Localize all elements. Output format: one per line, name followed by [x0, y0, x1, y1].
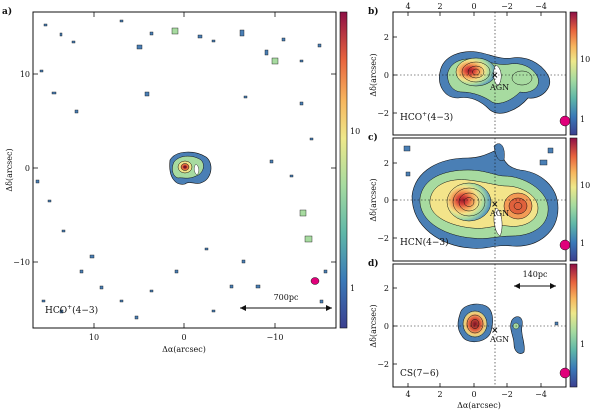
panel-d-colorbar — [569, 263, 578, 388]
panel-d-scalebar: 140pc — [514, 270, 556, 289]
panel-a-ytick: 10 — [20, 70, 30, 79]
panel-d-xtick: −2 — [501, 390, 513, 399]
panel-b-ytick: −2 — [377, 109, 389, 118]
panel-d-ytick: 2 — [384, 284, 389, 293]
panel-d-emission — [457, 303, 559, 354]
panel-c-agn-label: AGN — [489, 209, 509, 218]
panel-a-xtick: −10 — [267, 333, 284, 342]
panel-d-molecule-label: CS(7−6) — [400, 368, 439, 379]
panel-b-ylabel: Δδ(arcsec) — [369, 53, 378, 96]
panel-c-cbar-tick: 1 — [580, 239, 585, 248]
panel-b-top-tick: −4 — [535, 2, 547, 11]
panel-b: × AGN HCO+(4−3) b) 4 2 0 −2 −4 2 0 −2 Δδ… — [368, 2, 590, 136]
panel-d-beam — [559, 367, 571, 379]
panel-d-agn-label: AGN — [489, 335, 509, 344]
panel-d-scalebar-label: 140pc — [523, 270, 548, 279]
panel-c-cbar-tick: 10 — [580, 181, 590, 190]
panel-d-xtick: 0 — [471, 390, 476, 399]
panel-c-emission — [403, 143, 559, 249]
panel-b-agn-marker: × — [491, 71, 499, 81]
panel-b-top-tick: −2 — [501, 2, 513, 11]
panel-d-ytick: 0 — [384, 322, 389, 331]
panel-a-cbar-tick: 1 — [350, 284, 355, 293]
panel-c-ytick: 2 — [384, 159, 389, 168]
panel-b-cbar-tick: 10 — [580, 55, 590, 64]
panel-b-top-tick: 0 — [471, 2, 476, 11]
panel-b-beam — [559, 115, 571, 127]
panel-d: × AGN 140pc CS(7−6) d) 4 2 0 −2 −4 Δα(ar… — [368, 258, 585, 410]
panel-d-cbar-tick: 1 — [580, 340, 585, 349]
panel-c-ytick: −2 — [377, 234, 389, 243]
panel-a-beam — [310, 277, 320, 285]
panel-b-agn-label: AGN — [489, 83, 509, 92]
panel-d-xlabel: Δα(arcsec) — [457, 401, 501, 410]
panel-b-emission — [439, 51, 550, 114]
panel-c-agn-marker: × — [491, 200, 499, 210]
panel-b-colorbar — [569, 11, 578, 136]
panel-a-cbar-tick: 10 — [350, 127, 360, 136]
panel-a-xlabel: Δα(arcsec) — [162, 345, 206, 354]
panel-b-ytick: 2 — [384, 33, 389, 42]
panel-a-ytick: 0 — [25, 164, 30, 173]
panel-b-top-tick: 4 — [405, 2, 410, 11]
panel-a-scalebar-label: 700pc — [274, 293, 299, 302]
panel-a-scalebar: 700pc — [240, 293, 332, 311]
panel-c-molecule-label: HCN(4−3) — [400, 237, 449, 248]
panel-d-ytick: −2 — [377, 360, 389, 369]
panel-a-tag: a) — [2, 6, 12, 17]
panel-d-xtick: −4 — [535, 390, 547, 399]
panel-a-noise-patches — [35, 19, 328, 320]
panel-d-xtick: 4 — [405, 390, 410, 399]
panel-a-ylabel: Δδ(arcsec) — [5, 148, 14, 191]
panel-b-tag: b) — [368, 6, 379, 17]
panel-b-top-tick: 2 — [437, 2, 442, 11]
panel-c-ylabel: Δδ(arcsec) — [369, 178, 378, 221]
panel-d-xtick: 2 — [437, 390, 442, 399]
panel-a: 700pc HCO+(4−3) a) 10 0 −10 10 0 −10 Δα(… — [2, 6, 360, 354]
panel-a-ytick: −10 — [13, 258, 30, 267]
panel-a-xtick: 10 — [89, 333, 99, 342]
panel-c-colorbar — [569, 137, 578, 262]
panel-c-tag: c) — [368, 132, 378, 143]
panel-a-core-emission — [169, 151, 212, 185]
panel-b-molecule-label: HCO+(4−3) — [400, 111, 453, 123]
panel-a-colorbar — [339, 11, 348, 329]
panel-b-cbar-tick: 1 — [580, 115, 585, 124]
panel-c-ytick: 0 — [384, 196, 389, 205]
panel-a-xtick: 0 — [181, 333, 186, 342]
panel-d-tag: d) — [368, 258, 379, 269]
panel-b-ytick: 0 — [384, 71, 389, 80]
panel-c-beam — [559, 239, 571, 251]
panel-d-ylabel: Δδ(arcsec) — [369, 304, 378, 347]
panel-d-agn-marker: × — [491, 326, 499, 336]
panel-c: × AGN HCN(4−3) c) 2 0 −2 Δδ(arcsec) 10 1 — [368, 132, 590, 262]
panel-a-molecule-label: HCO+(4−3) — [45, 304, 98, 316]
